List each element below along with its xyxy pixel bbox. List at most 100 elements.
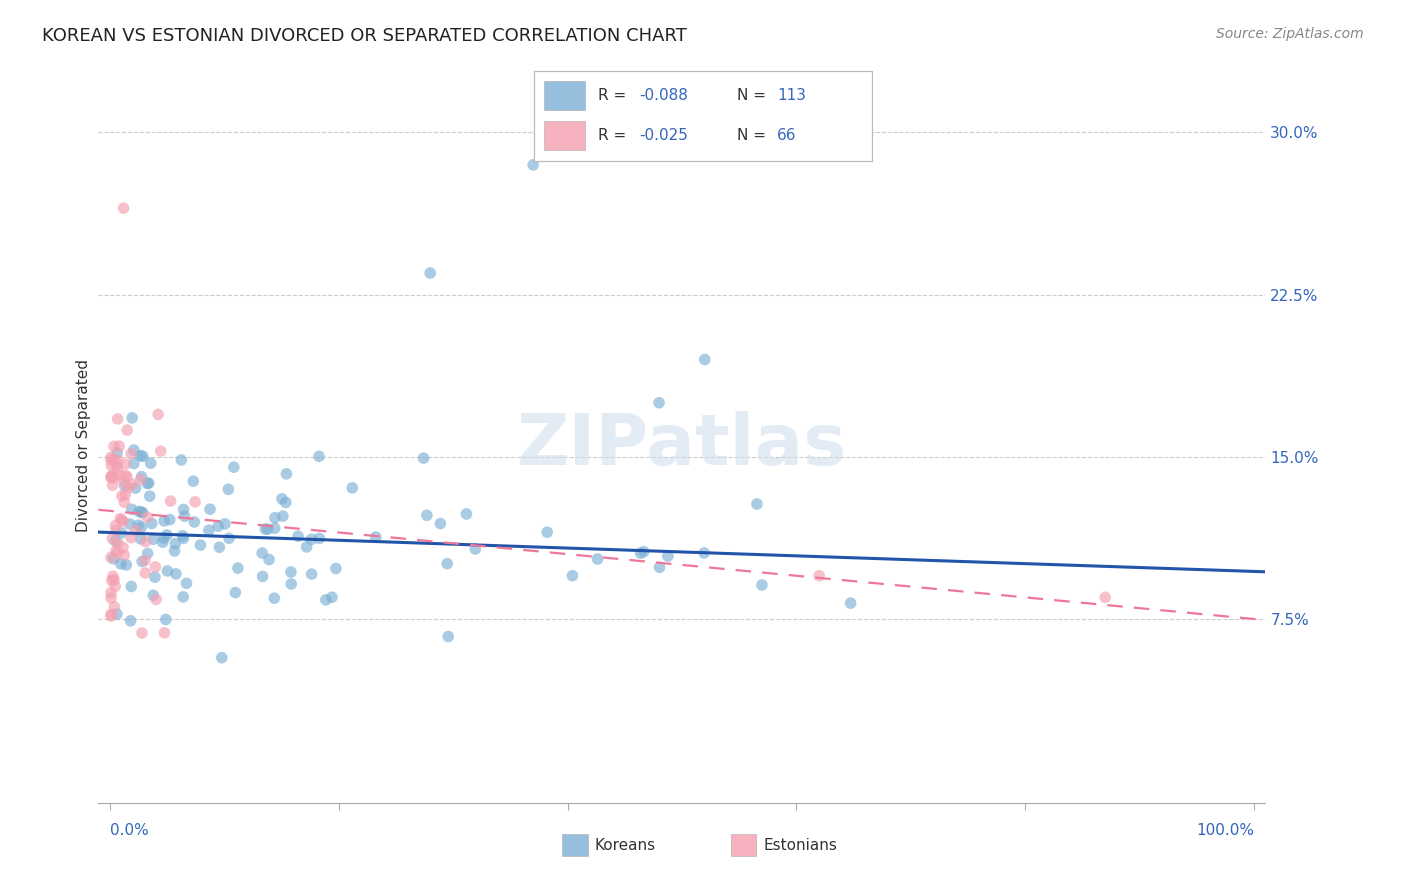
Point — [183, 515, 205, 529]
Text: N =: N = — [737, 128, 770, 143]
Point — [128, 504, 150, 518]
Point — [1094, 591, 1116, 605]
Point — [110, 525, 132, 540]
Point — [152, 535, 174, 549]
Point — [153, 625, 176, 640]
Text: 66: 66 — [778, 128, 797, 143]
Point — [100, 453, 122, 467]
Point — [159, 513, 181, 527]
Point — [271, 491, 294, 506]
Point — [308, 450, 330, 464]
Point — [437, 630, 460, 644]
Point — [120, 579, 142, 593]
Bar — [544, 121, 585, 150]
Point — [120, 531, 142, 545]
Point — [145, 560, 167, 574]
Point — [198, 502, 221, 516]
Point — [107, 460, 129, 475]
Point — [115, 469, 138, 483]
Point — [129, 473, 152, 487]
Point — [103, 453, 125, 467]
Point — [190, 538, 212, 552]
Point — [153, 531, 176, 545]
Point — [648, 560, 671, 574]
Point — [131, 506, 153, 520]
Point — [131, 505, 153, 519]
Text: KOREAN VS ESTONIAN DIVORCED OR SEPARATED CORRELATION CHART: KOREAN VS ESTONIAN DIVORCED OR SEPARATED… — [42, 27, 688, 45]
Point — [280, 577, 302, 591]
Point — [121, 502, 143, 516]
Point — [111, 513, 134, 527]
Point — [648, 396, 671, 410]
Point — [429, 516, 451, 531]
Point — [110, 511, 132, 525]
Point — [165, 566, 187, 581]
Point — [127, 518, 149, 533]
Point — [173, 531, 195, 545]
Point — [101, 478, 124, 492]
Point — [263, 521, 285, 535]
Point — [122, 442, 145, 457]
Point — [156, 564, 179, 578]
Point — [633, 544, 655, 558]
Point — [105, 607, 128, 621]
Point — [103, 471, 125, 485]
Point — [751, 578, 773, 592]
Point — [416, 508, 439, 523]
Point — [308, 532, 330, 546]
Point — [101, 569, 124, 583]
Point — [176, 576, 198, 591]
Point — [129, 449, 152, 463]
Point — [561, 568, 583, 582]
Point — [745, 497, 768, 511]
Point — [315, 593, 337, 607]
Point — [287, 529, 309, 543]
Point — [586, 552, 609, 566]
Point — [134, 553, 156, 567]
Text: R =: R = — [599, 88, 631, 103]
Point — [111, 541, 134, 555]
Point — [173, 502, 195, 516]
Point — [364, 530, 387, 544]
Point — [103, 599, 125, 614]
Point — [100, 609, 122, 624]
Point — [198, 523, 221, 537]
Point — [139, 456, 162, 470]
Point — [536, 525, 558, 540]
Point — [105, 544, 128, 558]
Point — [163, 544, 186, 558]
Point — [100, 591, 122, 605]
Point — [214, 516, 236, 531]
Point — [224, 585, 246, 599]
Point — [301, 533, 323, 547]
Point — [274, 495, 297, 509]
Point — [222, 460, 245, 475]
Point — [145, 592, 167, 607]
Point — [159, 494, 181, 508]
Point — [114, 488, 136, 502]
Point — [217, 483, 239, 497]
Point — [115, 558, 138, 572]
Point — [100, 450, 122, 465]
Point — [107, 412, 129, 426]
Point — [107, 536, 129, 550]
Point — [101, 532, 124, 546]
Point — [630, 546, 652, 560]
Point — [301, 567, 323, 582]
Point — [121, 477, 143, 491]
Point — [295, 540, 318, 554]
Point — [419, 266, 441, 280]
Point — [120, 614, 142, 628]
Point — [342, 481, 364, 495]
Point — [121, 410, 143, 425]
Point — [112, 495, 135, 509]
Point — [208, 540, 231, 554]
Point — [264, 510, 287, 524]
Point — [436, 557, 458, 571]
Point — [103, 573, 125, 587]
Point — [104, 534, 127, 549]
Point — [105, 446, 128, 460]
Point — [280, 565, 302, 579]
Point — [100, 458, 122, 473]
Point — [108, 439, 131, 453]
